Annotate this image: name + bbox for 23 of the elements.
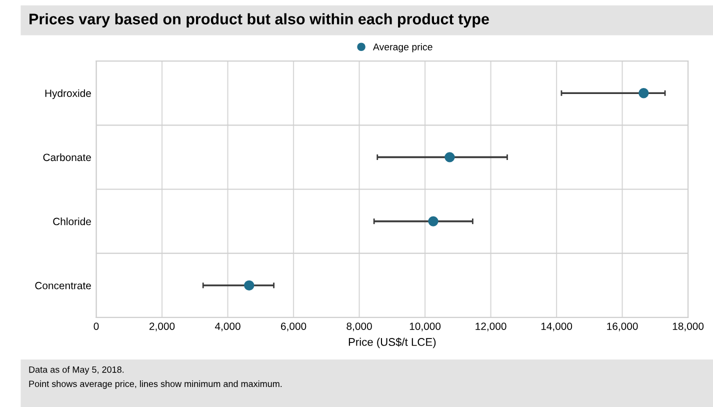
x-tick-label: 18,000 [672,322,704,332]
x-tick-label: 12,000 [476,322,506,332]
y-tick-label: Chloride [53,218,91,226]
x-axis-title: Price (US$/t LCE) [348,338,436,348]
text: Point shows average price, lines show minimum and maximum. [29,380,282,389]
x-tick-label: 4,000 [214,322,240,332]
x-tick-label: 2,000 [150,322,175,332]
point [638,88,649,98]
text: Data as of May 5, 2018. [29,366,124,375]
point [428,216,438,226]
y-tick-label: Hydroxide [45,89,91,100]
y-tick-label: Concentrate [35,282,91,290]
point [444,152,455,162]
y-tick-label: Carbonate [43,153,91,162]
x-tick-label: 16,000 [607,322,638,332]
x-tick-label: 10,000 [410,322,441,332]
x-tick-label: 6,000 [281,322,306,332]
point [244,280,254,290]
chart-title: Prices vary based on product but also within each product type [30,13,489,28]
x-tick-label: 0 [94,322,99,330]
x-tick-label: 14,000 [541,322,572,332]
legend-label: Average price [372,43,432,52]
x-tick-label: 8,000 [346,322,372,332]
